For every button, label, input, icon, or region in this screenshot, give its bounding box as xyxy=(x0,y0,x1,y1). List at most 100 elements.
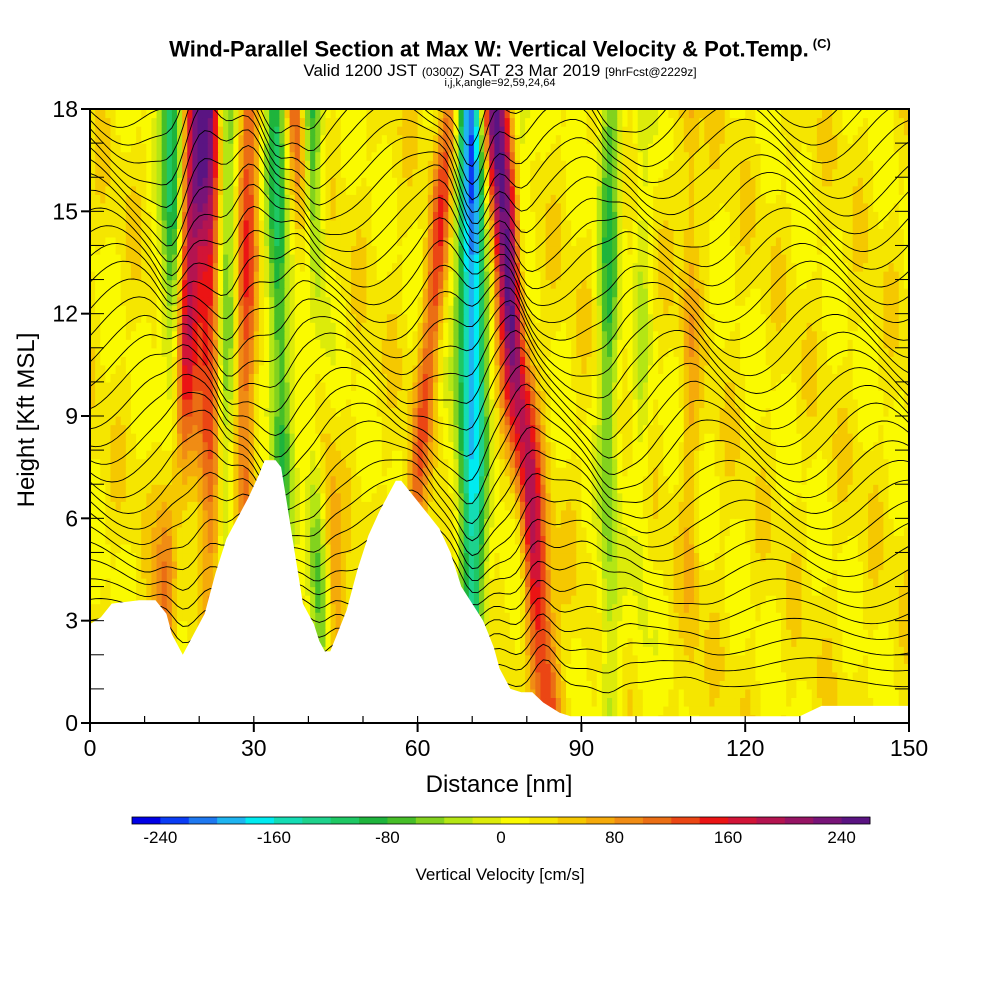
velocity-cell xyxy=(750,569,757,579)
velocity-cell xyxy=(888,629,895,639)
velocity-cell xyxy=(187,595,193,605)
velocity-cell xyxy=(811,637,818,647)
velocity-cell xyxy=(560,552,567,562)
velocity-cell xyxy=(888,569,895,579)
velocity-cell xyxy=(535,458,542,468)
velocity-cell xyxy=(514,501,521,511)
velocity-cell xyxy=(898,637,905,647)
velocity-cell xyxy=(212,560,219,571)
velocity-cell xyxy=(745,620,751,630)
velocity-cell xyxy=(617,501,623,511)
velocity-cell xyxy=(898,688,905,699)
velocity-cell xyxy=(791,586,797,596)
velocity-cell xyxy=(617,595,623,605)
velocity-cell xyxy=(622,595,629,605)
velocity-cell xyxy=(325,595,332,605)
velocity-cell xyxy=(545,509,552,519)
velocity-cell xyxy=(479,578,485,588)
velocity-cell xyxy=(540,637,547,647)
velocity-cell xyxy=(647,603,654,613)
velocity-cell xyxy=(791,595,797,605)
velocity-cell xyxy=(832,595,838,605)
velocity-cell xyxy=(755,671,762,681)
velocity-cell xyxy=(581,492,588,502)
velocity-cell xyxy=(550,458,557,468)
velocity-cell xyxy=(509,612,516,622)
velocity-cell xyxy=(647,492,654,502)
velocity-cell xyxy=(566,646,572,656)
velocity-cell xyxy=(566,518,572,528)
velocity-cell xyxy=(627,637,634,647)
velocity-cell xyxy=(560,646,567,656)
velocity-cell xyxy=(811,467,818,477)
velocity-cell xyxy=(177,569,183,579)
velocity-cell xyxy=(653,620,659,630)
velocity-cell xyxy=(714,629,721,639)
velocity-cell xyxy=(627,595,634,605)
velocity-cell xyxy=(171,595,178,605)
velocity-cell xyxy=(842,663,849,673)
velocity-cell xyxy=(883,518,890,528)
velocity-cell xyxy=(842,535,849,545)
velocity-cell xyxy=(816,535,823,545)
velocity-cell xyxy=(105,586,112,596)
velocity-cell xyxy=(463,560,470,571)
velocity-cell xyxy=(340,603,347,613)
velocity-cell xyxy=(714,688,721,699)
velocity-cell xyxy=(903,671,909,681)
velocity-cell xyxy=(688,501,695,511)
velocity-cell xyxy=(484,475,490,485)
velocity-cell xyxy=(745,654,751,664)
velocity-cell xyxy=(463,526,470,536)
velocity-cell xyxy=(330,603,337,613)
velocity-cell xyxy=(443,484,449,494)
velocity-cell xyxy=(714,526,721,536)
velocity-cell xyxy=(857,578,864,588)
velocity-cell xyxy=(315,475,321,485)
velocity-cell xyxy=(734,586,741,596)
velocity-cell xyxy=(207,484,214,494)
velocity-cell xyxy=(816,509,823,519)
velocity-cell xyxy=(709,543,716,554)
velocity-cell xyxy=(320,509,327,519)
velocity-cell xyxy=(719,569,726,579)
velocity-cell xyxy=(248,484,255,494)
velocity-cell xyxy=(514,560,521,571)
velocity-cell xyxy=(566,586,572,596)
velocity-cell xyxy=(668,458,675,468)
velocity-cell xyxy=(847,475,854,485)
velocity-cell xyxy=(550,569,557,579)
velocity-cell xyxy=(781,560,787,571)
velocity-cell xyxy=(325,543,332,554)
velocity-cell xyxy=(499,569,506,579)
velocity-cell xyxy=(852,663,859,673)
velocity-cell xyxy=(504,595,511,605)
velocity-cell xyxy=(673,475,680,485)
velocity-cell xyxy=(351,475,357,485)
velocity-cell xyxy=(223,467,229,477)
velocity-cell xyxy=(212,484,219,494)
velocity-cell xyxy=(386,475,393,485)
velocity-cell xyxy=(110,552,117,562)
velocity-cell xyxy=(294,501,301,511)
velocity-cell xyxy=(781,697,787,707)
velocity-cell xyxy=(171,552,178,562)
velocity-cell xyxy=(550,620,557,630)
velocity-cell xyxy=(827,501,833,511)
velocity-cell xyxy=(525,629,531,639)
velocity-cell xyxy=(161,501,168,511)
velocity-cell xyxy=(704,671,710,681)
velocity-cell xyxy=(489,535,495,545)
velocity-cell xyxy=(509,663,516,673)
velocity-cell xyxy=(873,595,879,605)
velocity-cell xyxy=(745,501,751,511)
velocity-cell xyxy=(458,560,465,571)
velocity-cell xyxy=(642,484,649,494)
velocity-cell xyxy=(878,560,885,571)
velocity-cell xyxy=(151,595,158,605)
velocity-cell xyxy=(560,535,567,545)
velocity-cell xyxy=(345,578,352,588)
velocity-cell xyxy=(100,552,106,562)
velocity-cell xyxy=(217,509,224,519)
velocity-cell xyxy=(878,578,885,588)
